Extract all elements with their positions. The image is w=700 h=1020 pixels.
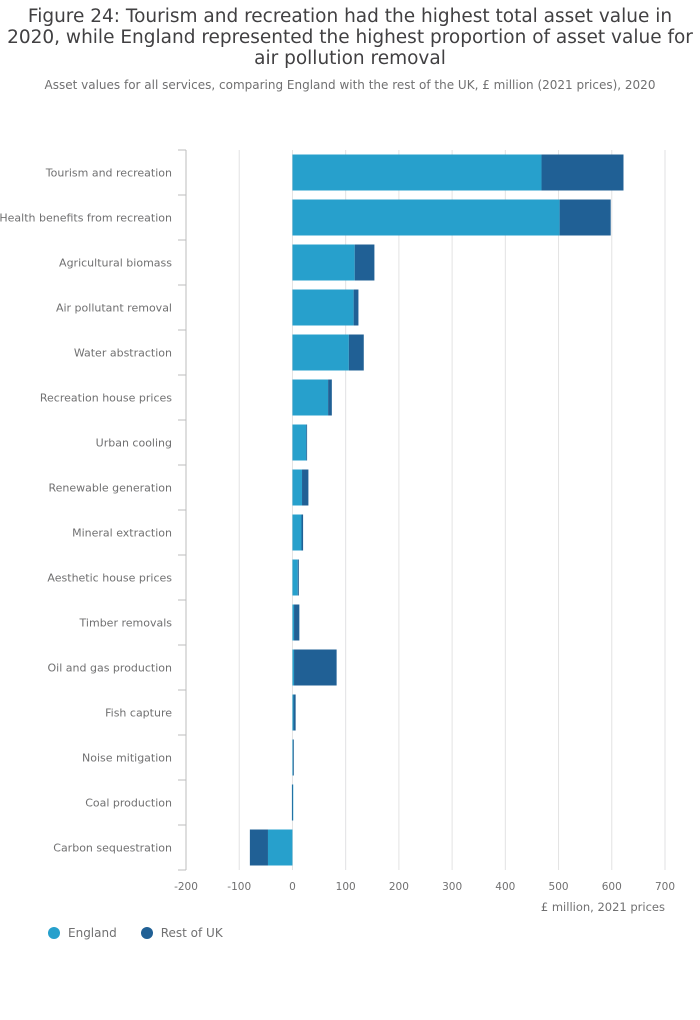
category-label: Oil and gas production: [48, 662, 173, 675]
legend-label-england: England: [68, 926, 117, 940]
bar-england: [292, 649, 295, 686]
bar-rest-of-uk: [293, 694, 296, 731]
bar-rest-of-uk: [354, 244, 375, 281]
bar-england: [292, 334, 349, 371]
bar-england: [292, 739, 294, 776]
bar-rest-of-uk: [301, 514, 304, 551]
x-tick-label: 100: [336, 881, 356, 893]
bar-rest-of-uk: [292, 739, 294, 776]
category-label: Urban cooling: [96, 437, 172, 450]
bar-rest-of-uk: [541, 154, 624, 191]
category-label: Recreation house prices: [40, 392, 172, 405]
category-label: Renewable generation: [48, 482, 172, 495]
category-label: Health benefits from recreation: [0, 212, 172, 225]
legend-swatch-rest-of-uk: [140, 927, 153, 939]
bar-england: [292, 424, 307, 461]
category-label: Air pollutant removal: [56, 302, 172, 315]
bar-rest-of-uk: [559, 199, 611, 236]
bar-rest-of-uk: [348, 334, 364, 371]
category-label: Timber removals: [79, 617, 173, 630]
legend-item-england[interactable]: England: [48, 926, 117, 940]
bar-england: [292, 559, 298, 596]
bar-england: [267, 829, 293, 866]
bar-rest-of-uk: [306, 424, 308, 461]
bar-england: [292, 514, 302, 551]
x-tick-label: 500: [549, 881, 569, 893]
chart-title: Figure 24: Tourism and recreation had th…: [7, 6, 693, 69]
bar-rest-of-uk: [291, 784, 293, 821]
category-label: Agricultural biomass: [59, 257, 172, 270]
bar-rest-of-uk: [294, 649, 337, 686]
category-label: Carbon sequestration: [53, 842, 172, 855]
bar-england: [292, 784, 294, 821]
bar-england: [292, 244, 355, 281]
bar-england: [292, 469, 303, 506]
x-tick-label: 400: [495, 881, 515, 893]
legend-label-rest-of-uk: Rest of UK: [160, 926, 223, 940]
bar-england: [292, 379, 329, 416]
category-label: Mineral extraction: [72, 527, 172, 540]
x-tick-label: -100: [227, 881, 251, 893]
bar-rest-of-uk: [294, 604, 300, 641]
bar-rest-of-uk: [328, 379, 332, 416]
category-label: Aesthetic house prices: [47, 572, 172, 585]
category-label: Noise mitigation: [82, 752, 172, 765]
bar-england: [292, 199, 560, 236]
x-tick-label: 200: [389, 881, 409, 893]
legend-item-rest-of-uk[interactable]: Rest of UK: [140, 926, 223, 940]
category-label: Coal production: [85, 797, 172, 810]
bar-england: [292, 694, 294, 731]
bar-england: [292, 604, 295, 641]
x-tick-label: 600: [602, 881, 622, 893]
x-tick-label: -200: [174, 881, 198, 893]
legend-swatch-england: [48, 927, 60, 939]
legend: England Rest of UK: [48, 926, 247, 940]
category-label: Fish capture: [105, 707, 172, 720]
x-tick-label: 0: [289, 881, 296, 893]
bar-rest-of-uk: [353, 289, 359, 326]
bar-rest-of-uk: [249, 829, 268, 866]
bar-england: [292, 154, 542, 191]
x-axis-title: £ million, 2021 prices: [541, 900, 665, 914]
chart-subtitle: Asset values for all services, comparing…: [44, 78, 656, 92]
bar-rest-of-uk: [297, 559, 299, 596]
category-label: Tourism and recreation: [45, 167, 172, 180]
category-label: Water abstraction: [74, 347, 172, 360]
x-tick-label: 300: [442, 881, 462, 893]
x-tick-label: 700: [655, 881, 675, 893]
bar-rest-of-uk: [302, 469, 309, 506]
bar-england: [292, 289, 354, 326]
